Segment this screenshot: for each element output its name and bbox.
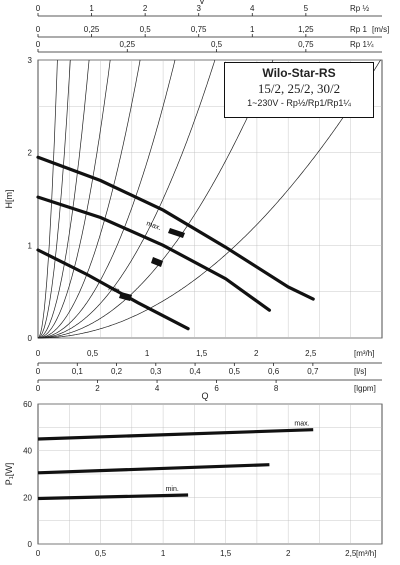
top-scale-tick-label: 0,25 [84,25,100,34]
top-scale-tick-label: 0,75 [191,25,207,34]
top-scale-tick-label: 4 [250,4,255,13]
speed-mark-max [168,228,185,238]
power-curve-mid [37,463,270,475]
bottom-scale-tick-label: 0,3 [150,367,162,376]
bottom-scale-tick-label: 1 [145,349,150,358]
head-ytick-label: 1 [28,241,33,250]
power-ytick-label: 60 [23,400,32,409]
power-curve-label-max: max. [294,421,309,428]
bottom-axis-title: Q [201,391,208,401]
bottom-scale-unit: [m³/h] [354,349,374,358]
power-ytick-label: 40 [23,447,32,456]
top-scale-velocity-unit: [m/s] [372,25,389,34]
pump-models: 15/2, 25/2, 30/2 [257,81,341,96]
top-scale-tick-label: 2 [143,4,148,13]
pump-title-box: Wilo-Star-RS 15/2, 25/2, 30/2 1~230V - R… [224,62,374,118]
top-scale-tick-label: 0,5 [211,40,223,49]
head-ytick-label: 3 [28,56,33,65]
head-curve-label-min: min. [107,285,122,295]
top-scale-tick-label: 1 [250,25,255,34]
top-scale-tick-label: 1,25 [298,25,314,34]
bottom-scale-unit: [lgpm] [354,384,376,393]
top-scale-tick-label: 0,75 [298,40,314,49]
power-xtick-label: 0,5 [95,549,107,558]
top-scale-tick-label: 0 [36,25,41,34]
top-scale-tick-label: 5 [304,4,309,13]
bottom-scale-unit: [l/s] [354,367,366,376]
power-xtick-label: 2,5 [345,549,357,558]
power-ytick-label: 20 [23,493,32,502]
bottom-scale-tick-label: 0 [36,367,41,376]
pump-voltage: 1~230V - Rp½/Rp1/Rp1¼ [247,98,351,108]
bottom-scale-tick-label: 1,5 [196,349,208,358]
power-curve-label-min: min. [166,486,179,493]
bottom-scale-tick-label: 0,5 [229,367,241,376]
top-scale-tick-label: 0 [36,4,41,13]
bottom-scale-tick-label: 4 [155,384,160,393]
top-scale-unit: Rp 1 [350,25,367,34]
bottom-scale-tick-label: 0,6 [268,367,280,376]
power-ylabel: P₁[W] [4,463,14,486]
power-xtick-label: 1,5 [220,549,232,558]
top-scale-axis-title: v [200,0,205,6]
bottom-scale-tick-label: 2 [95,384,100,393]
system-curve [37,59,90,339]
bottom-scale-tick-label: 0 [36,384,41,393]
power-ytick-label: 0 [28,540,33,549]
bottom-scale-tick-label: 0,7 [307,367,319,376]
bottom-scale-tick-label: 2 [254,349,259,358]
system-curve [37,59,58,339]
system-curve [38,59,274,339]
pump-title: Wilo-Star-RS [262,66,336,80]
top-scale-tick-label: 0 [36,40,41,49]
bottom-scale-tick-label: 0 [36,349,41,358]
power-xtick-label: 2 [286,549,291,558]
head-ylabel: H[m] [4,190,14,209]
top-scale-unit: Rp 1¼ [350,40,374,49]
bottom-scale-tick-label: 0,4 [190,367,202,376]
head-curve-max [36,155,315,301]
power-curve-max [37,428,314,441]
bottom-scale-tick-label: 8 [274,384,279,393]
top-scale-tick-label: 1 [89,4,94,13]
speed-mark-min [119,292,132,301]
bottom-scale-tick-label: 0,5 [87,349,99,358]
bottom-scale-tick-label: 2,5 [305,349,317,358]
power-xtick-label: 0 [36,549,41,558]
system-curve [38,59,216,339]
power-xlabel: [m³/h] [356,549,376,558]
bottom-scale-tick-label: 0,2 [111,367,123,376]
top-scale-unit: Rp ½ [350,4,369,13]
speed-mark-mid [151,257,163,267]
head-curve-min [36,248,190,331]
system-curve [37,59,71,339]
power-curve-min [37,493,189,501]
power-xtick-label: 1 [161,549,166,558]
head-ytick-label: 0 [28,334,33,343]
bottom-scale-tick-label: 0,1 [72,367,84,376]
system-curve [38,59,176,339]
top-scale-tick-label: 0,25 [119,40,135,49]
head-ytick-label: 2 [28,149,33,158]
bottom-scale-tick-label: 6 [214,384,219,393]
system-curve [38,59,141,339]
top-scale-tick-label: 3 [196,4,201,13]
top-scale-tick-label: 0,5 [140,25,152,34]
head-curve-label-max: max. [145,220,162,232]
head-curve-mid [36,195,271,312]
